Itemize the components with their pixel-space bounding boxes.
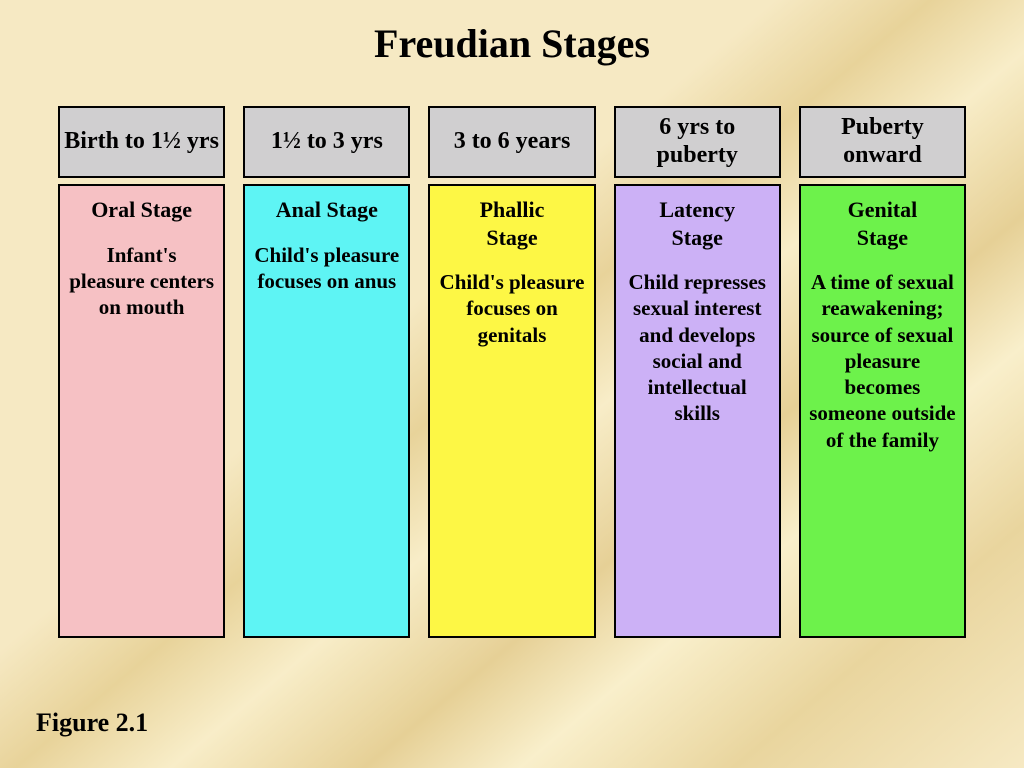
stage-name: Oral Stage <box>68 196 215 224</box>
stage-body: Genital Stage A time of sexual reawakeni… <box>799 184 966 638</box>
age-header: Puberty onward <box>799 106 966 178</box>
stage-description: A time of sexual reawakening; source of … <box>809 269 956 453</box>
stage-description: Child represses sexual interest and deve… <box>624 269 771 427</box>
stage-column-1: 1½ to 3 yrs Anal Stage Child's pleasure … <box>243 106 410 638</box>
stage-body: Phallic Stage Child's pleasure focuses o… <box>428 184 595 638</box>
stage-body: Latency Stage Child represses sexual int… <box>614 184 781 638</box>
stage-name: Phallic Stage <box>438 196 585 251</box>
stage-body: Oral Stage Infant's pleasure centers on … <box>58 184 225 638</box>
stage-column-3: 6 yrs to puberty Latency Stage Child rep… <box>614 106 781 638</box>
stage-description: Infant's pleasure centers on mouth <box>68 242 215 321</box>
stage-body: Anal Stage Child's pleasure focuses on a… <box>243 184 410 638</box>
stage-name: Latency Stage <box>624 196 771 251</box>
figure-label: Figure 2.1 <box>36 708 148 738</box>
stage-description: Child's pleasure focuses on genitals <box>438 269 585 348</box>
stage-name: Genital Stage <box>809 196 956 251</box>
stage-column-0: Birth to 1½ yrs Oral Stage Infant's plea… <box>58 106 225 638</box>
age-header: Birth to 1½ yrs <box>58 106 225 178</box>
age-header: 6 yrs to puberty <box>614 106 781 178</box>
page-title: Freudian Stages <box>0 20 1024 67</box>
stage-name: Anal Stage <box>253 196 400 224</box>
stage-columns: Birth to 1½ yrs Oral Stage Infant's plea… <box>0 106 1024 638</box>
stage-column-4: Puberty onward Genital Stage A time of s… <box>799 106 966 638</box>
age-header: 3 to 6 years <box>428 106 595 178</box>
stage-column-2: 3 to 6 years Phallic Stage Child's pleas… <box>428 106 595 638</box>
stage-description: Child's pleasure focuses on anus <box>253 242 400 295</box>
age-header: 1½ to 3 yrs <box>243 106 410 178</box>
